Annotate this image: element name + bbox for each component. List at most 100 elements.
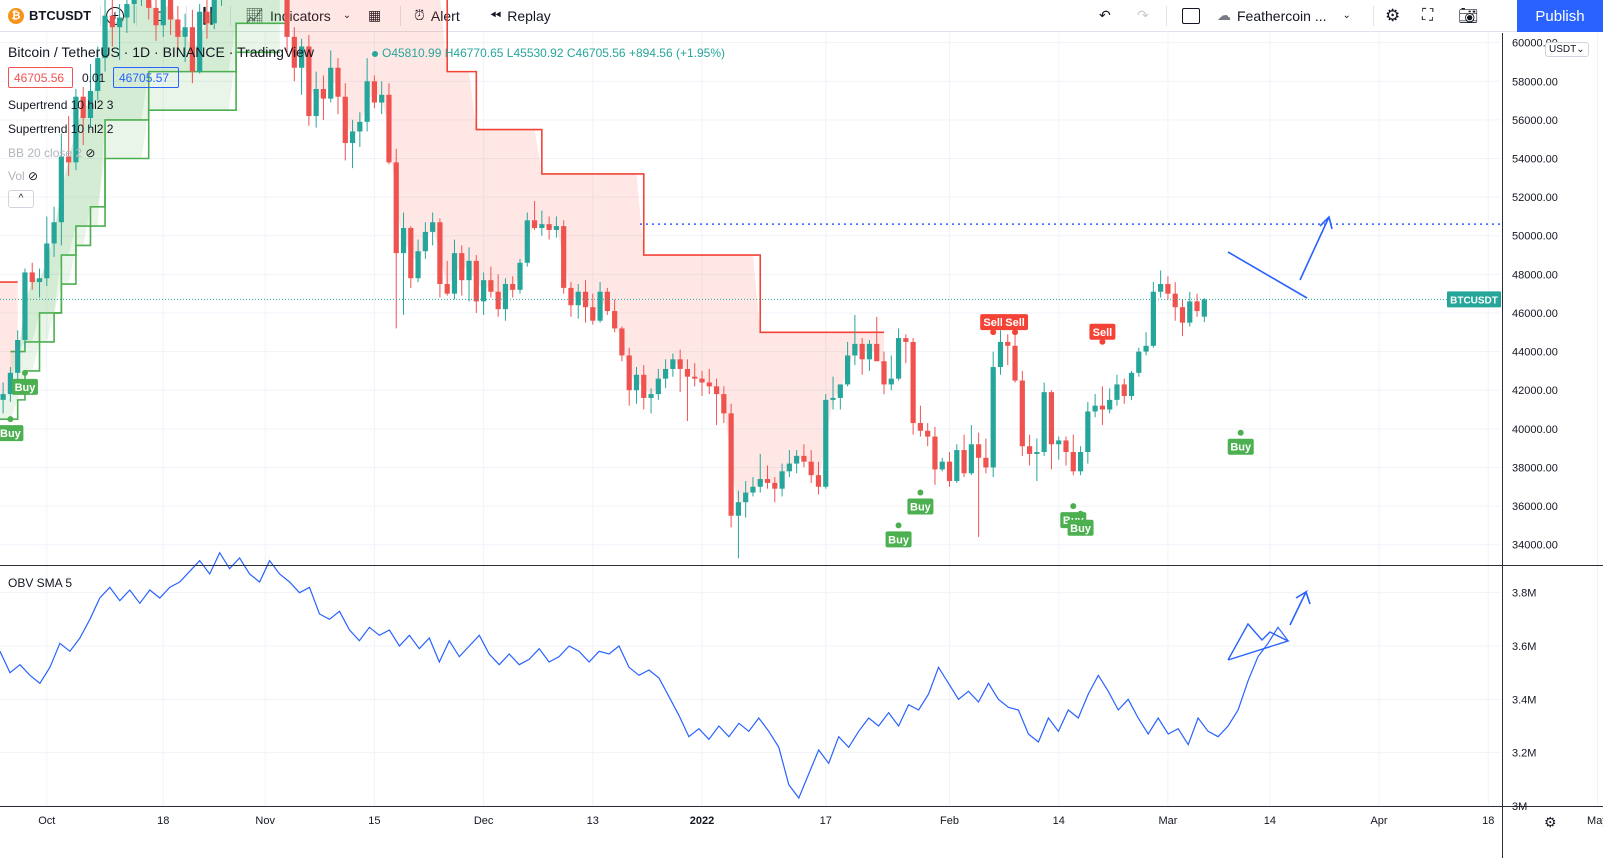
- price-tick: 44000.00: [1512, 347, 1558, 359]
- layout-button[interactable]: ☁︎ Feathercoin ... ⌄: [1217, 0, 1351, 31]
- signal-label: Buy: [15, 382, 37, 394]
- ohlc-legend: O45810.99 H46770.65 L45530.92 C46705.56 …: [372, 46, 725, 60]
- candle-body: [917, 423, 923, 431]
- candle: [408, 226, 414, 288]
- price-tick: 36000.00: [1512, 501, 1558, 513]
- settings-button[interactable]: ⚙︎: [1385, 0, 1400, 31]
- indicator-bb[interactable]: BB 20 close 2 ⊘: [8, 146, 95, 160]
- candle-body: [961, 450, 967, 474]
- undo-icon: ↶: [1099, 7, 1111, 23]
- candle-body: [1187, 301, 1193, 323]
- candle-body: [153, 7, 159, 26]
- candle: [1041, 382, 1047, 456]
- candle-body: [721, 394, 727, 414]
- candle: [7, 367, 13, 402]
- candle: [1056, 436, 1062, 460]
- redo-button[interactable]: ↷: [1137, 0, 1149, 31]
- symbol-search[interactable]: ₿ BTCUSDT: [8, 0, 91, 31]
- price-tick: 48000.00: [1512, 269, 1558, 281]
- candle-body: [779, 471, 785, 489]
- candle: [160, 0, 166, 37]
- alert-icon: ⏰︎: [414, 7, 425, 24]
- candle-body: [895, 338, 902, 379]
- snapshot-button[interactable]: 📷︎: [1458, 0, 1478, 31]
- eye-hidden-icon[interactable]: ⊘: [85, 146, 96, 160]
- candle-body: [1158, 284, 1164, 292]
- candle: [750, 477, 756, 497]
- candle: [117, 4, 123, 61]
- signal-buy: Buy: [0, 416, 24, 442]
- candle-body: [320, 88, 327, 99]
- collapse-legend-button[interactable]: ^: [8, 190, 34, 208]
- currency-selector[interactable]: USDT⌄: [1545, 42, 1589, 57]
- fullscreen-box-button[interactable]: [1182, 0, 1200, 31]
- candle: [1150, 282, 1156, 348]
- candle: [1143, 332, 1149, 356]
- indicator-supertrend-3[interactable]: Supertrend 10 hl2 3: [8, 98, 114, 112]
- sell-price-button[interactable]: 46705.56: [8, 67, 73, 88]
- candle-body: [1201, 299, 1207, 317]
- candle: [393, 148, 399, 329]
- candle: [502, 278, 509, 321]
- candle-body: [968, 444, 974, 474]
- candle: [95, 46, 101, 101]
- buy-price-button[interactable]: 46705.57: [113, 67, 179, 88]
- gear-icon[interactable]: ⚙︎: [1544, 814, 1557, 830]
- candle: [546, 216, 552, 240]
- candle: [66, 116, 72, 176]
- candle-body: [633, 374, 640, 391]
- alert-button[interactable]: ⏰︎ Alert: [414, 0, 460, 31]
- candle-body: [663, 368, 669, 379]
- candle: [189, 9, 195, 84]
- candle-body: [400, 228, 407, 254]
- candle: [830, 376, 836, 410]
- fullscreen-button[interactable]: ⛶: [1422, 0, 1433, 31]
- candle: [488, 266, 494, 298]
- replay-button[interactable]: ⏪︎ Replay: [490, 0, 551, 31]
- redo-icon: ↷: [1137, 7, 1149, 23]
- candle-body: [764, 479, 771, 483]
- candle: [874, 316, 880, 362]
- low-value: L45530.92: [506, 46, 564, 60]
- candle-body: [743, 492, 749, 503]
- eye-hidden-icon[interactable]: ⊘: [28, 169, 39, 183]
- candle-body: [568, 287, 574, 306]
- candle: [779, 463, 785, 497]
- candle-body: [837, 384, 843, 398]
- candle: [561, 220, 567, 294]
- candle: [1179, 299, 1186, 337]
- candle: [175, 5, 181, 51]
- publish-button[interactable]: Publish: [1517, 0, 1603, 32]
- time-tick: Apr: [1370, 815, 1387, 827]
- candle: [961, 434, 967, 478]
- price-tick: 56000.00: [1512, 115, 1558, 127]
- layout-name: Feathercoin ...: [1237, 7, 1327, 24]
- candle-body: [655, 378, 661, 395]
- candle: [590, 293, 596, 325]
- candle-body: [932, 436, 938, 470]
- time-tick: 15: [368, 815, 380, 827]
- candle-body: [823, 399, 829, 487]
- candle-body: [0, 394, 6, 400]
- candle: [1107, 388, 1113, 414]
- candle: [182, 13, 188, 62]
- candle: [204, 0, 210, 39]
- candle: [794, 450, 800, 474]
- indicator-vol[interactable]: Vol ⊘: [8, 169, 38, 183]
- indicator-supertrend-2[interactable]: Supertrend 10 hl2 2: [8, 122, 114, 136]
- candle: [109, 0, 115, 47]
- candle-body: [299, 46, 305, 68]
- compare-symbol-button[interactable]: +: [106, 0, 124, 31]
- candle: [743, 480, 749, 518]
- signal-dot: [1237, 429, 1244, 436]
- candle-body: [364, 81, 370, 122]
- undo-button[interactable]: ↶: [1099, 0, 1111, 31]
- candle-body: [692, 376, 698, 379]
- signal-label: Buy: [1070, 523, 1092, 535]
- candle-body: [1165, 284, 1171, 294]
- templates-button[interactable]: ▦: [368, 0, 381, 31]
- signal-sell: Sell: [1002, 314, 1029, 336]
- candle-body: [131, 0, 137, 5]
- candle: [954, 444, 960, 483]
